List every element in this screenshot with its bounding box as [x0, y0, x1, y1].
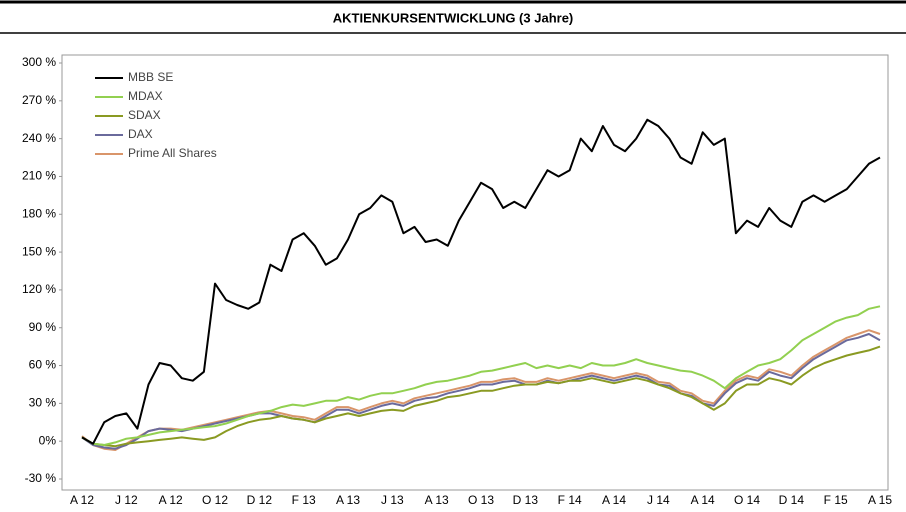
x-tick-label: J 14: [647, 493, 670, 507]
x-tick-label: J 12: [115, 493, 138, 507]
legend-label: SDAX: [128, 108, 161, 122]
x-tick-label: F 13: [292, 493, 316, 507]
y-tick-label: 180 %: [22, 206, 56, 220]
x-tick-label: A 14: [602, 493, 626, 507]
y-tick-label: 150 %: [22, 244, 56, 258]
x-tick-label: F 14: [558, 493, 582, 507]
x-tick-label: A 13: [425, 493, 449, 507]
series-line: [81, 345, 881, 448]
legend-label: MDAX: [128, 89, 163, 103]
y-tick-label: 300 %: [22, 55, 56, 69]
y-tick-label: 210 %: [22, 169, 56, 183]
series-line: [81, 329, 881, 451]
x-tick-label: A 14: [691, 493, 715, 507]
y-tick-label: 240 %: [22, 131, 56, 145]
x-tick-label: J 13: [381, 493, 404, 507]
chart-title: AKTIENKURSENTWICKLUNG (3 Jahre): [333, 10, 574, 25]
y-tick-label: -30 %: [25, 471, 57, 485]
x-tick-label: A 12: [159, 493, 183, 507]
legend-label: DAX: [128, 127, 153, 141]
y-tick-label: 60 %: [29, 358, 57, 372]
x-tick-label: D 12: [247, 493, 273, 507]
x-tick-label: A 13: [336, 493, 360, 507]
y-tick-label: 90 %: [29, 320, 57, 334]
series-line: [81, 118, 881, 445]
plot-frame: [61, 54, 889, 491]
series-line: [81, 305, 881, 446]
y-tick-label: 0%: [39, 433, 57, 447]
y-tick-label: 270 %: [22, 93, 56, 107]
legend-label: MBB SE: [128, 70, 173, 84]
y-tick-label: 30 %: [29, 396, 57, 410]
x-tick-label: A 15: [868, 493, 892, 507]
y-tick-label: 120 %: [22, 282, 56, 296]
series-line: [81, 333, 881, 450]
x-tick-label: O 14: [734, 493, 760, 507]
legend-label: Prime All Shares: [128, 146, 217, 160]
x-tick-label: A 12: [70, 493, 94, 507]
x-tick-label: D 14: [779, 493, 805, 507]
x-tick-label: D 13: [513, 493, 539, 507]
x-tick-label: O 13: [468, 493, 494, 507]
x-tick-label: O 12: [202, 493, 228, 507]
x-tick-label: F 15: [824, 493, 848, 507]
